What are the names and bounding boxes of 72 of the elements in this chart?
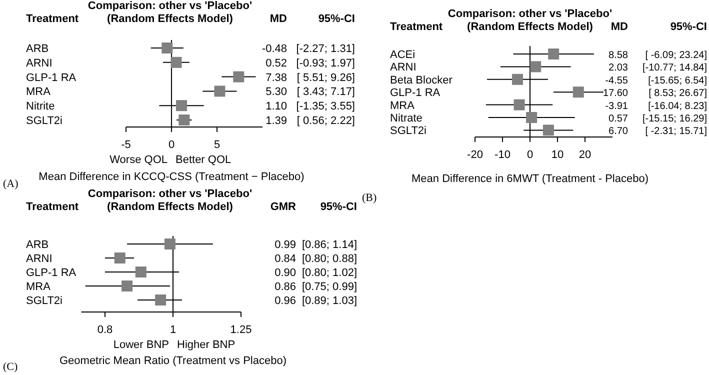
text: Treatment (390, 21, 443, 33)
text: 2.03 [-10.77; 14.84] (608, 62, 707, 74)
text: Better QOL (176, 154, 232, 166)
text: Worse QOL (110, 154, 168, 166)
y-tick-label: ACEi (390, 49, 416, 61)
x-axis-title: Mean Difference in KCCQ-CSS (Treatment − Placebo) (38, 171, 304, 183)
text: Treatment (26, 201, 79, 213)
text: Higher BNP (177, 339, 236, 351)
x-axis-title: Mean Difference in 6MWT (Treatment - Placebo) (412, 173, 648, 185)
x-tick-label: 1.25 (230, 324, 252, 336)
text: (A) (3, 178, 19, 190)
x-axis-title: Geometric Mean Ratio (Treatment vs Placebo) (59, 355, 287, 367)
text: (C) (3, 361, 18, 373)
text: 6.70 [ -2.31; 15.71] (608, 126, 707, 138)
text: 8.58 [ -6.09; 23.24] (608, 50, 707, 61)
data-label: 1.39 [ 0.56; 2.22] (266, 115, 355, 127)
y-tick-label: Beta Blocker (390, 74, 453, 86)
y-tick-label: GLP-1 RA (390, 87, 441, 100)
y-tick-label: ARB (26, 239, 49, 251)
text: 0.57 [-15.15; 16.29] (608, 114, 707, 124)
x-tick-label: -20 (467, 149, 483, 161)
y-tick-label: ARNI (390, 62, 416, 74)
x-tick-label: 0 (526, 149, 534, 161)
x-tick-label: 5 (214, 139, 220, 151)
chart-subtitle: (Random Effects Model) (467, 21, 594, 33)
chart-subtitle: (Random Effects Model) (107, 13, 234, 25)
y-tick-label: ARNI (26, 57, 52, 70)
text: 95%-CI (320, 201, 357, 213)
data-label: 0.84 [0.80; 0.88] (274, 253, 357, 265)
x-tick-label: 10 (551, 149, 564, 161)
text: 95%-CI (318, 13, 355, 25)
chart-subtitle: (Random Effects Model) (107, 201, 234, 213)
text: 17.60 [ 8.53; 26.67] (602, 88, 707, 100)
data-label: -0.48 [-2.27; 1.31] (262, 43, 355, 55)
text: -3.91 [-16.04; 8.23] (605, 100, 707, 112)
data-label: 0.99 [0.86; 1.14] (274, 239, 357, 251)
y-tick-label: Nitrate (390, 112, 422, 124)
y-tick-label: MRA (26, 281, 52, 293)
x-tick-label: 1 (170, 324, 176, 336)
data-label: 0.96 [0.89; 1.03] (274, 295, 357, 307)
y-tick-label: MRA (26, 86, 52, 98)
y-tick-label: SGLT2i (26, 115, 62, 127)
x-tick-label: 20 (578, 149, 592, 161)
y-tick-label: ARNI (26, 253, 52, 265)
text: MD (610, 21, 628, 33)
data-label: 1.10 [-1.35; 3.55] (266, 100, 355, 113)
y-tick-label: MRA (390, 100, 416, 112)
x-tick-label: -5 (121, 139, 131, 151)
text: 95%-CI (670, 21, 707, 33)
y-tick-label: GLP-1 RA (26, 267, 77, 279)
chart-title: Comparison: other vs 'Placebo' (88, 0, 252, 12)
chart-title: Comparison: other vs 'Placebo' (448, 8, 612, 20)
data-label: 5.30 [ 3.43; 7.17] (266, 86, 355, 98)
data-label: 0.90 [0.80; 1.02] (274, 267, 357, 279)
y-tick-label: GLP-1 RA (26, 72, 77, 84)
y-tick-label: SGLT2i (390, 125, 426, 138)
data-label: 7.38 [ 5.51; 9.26] (266, 72, 355, 84)
text: GMR (270, 201, 296, 213)
text: -4.55 [-15.65; 6.54] (605, 75, 707, 86)
chart-title: Comparison: other vs 'Placebo' (88, 188, 252, 200)
data-label: 0.86 [0.75; 0.99] (274, 281, 357, 293)
text: Treatment (26, 13, 79, 25)
x-tick-label: 0.8 (97, 324, 113, 336)
data-label: 0.52 [-0.93; 1.97] (266, 57, 355, 70)
text: (B) (362, 192, 377, 204)
text: Lower BNP (113, 339, 169, 351)
y-tick-label: Nitrite (26, 100, 55, 113)
y-tick-label: SGLT2i (26, 295, 62, 307)
x-tick-label: -10 (494, 149, 510, 161)
x-tick-label: 0 (168, 139, 175, 151)
y-tick-label: ARB (26, 43, 49, 55)
text: MD (270, 13, 288, 25)
